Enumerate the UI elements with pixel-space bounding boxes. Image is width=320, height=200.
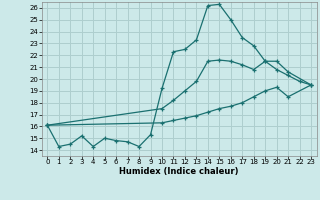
X-axis label: Humidex (Indice chaleur): Humidex (Indice chaleur) xyxy=(119,167,239,176)
